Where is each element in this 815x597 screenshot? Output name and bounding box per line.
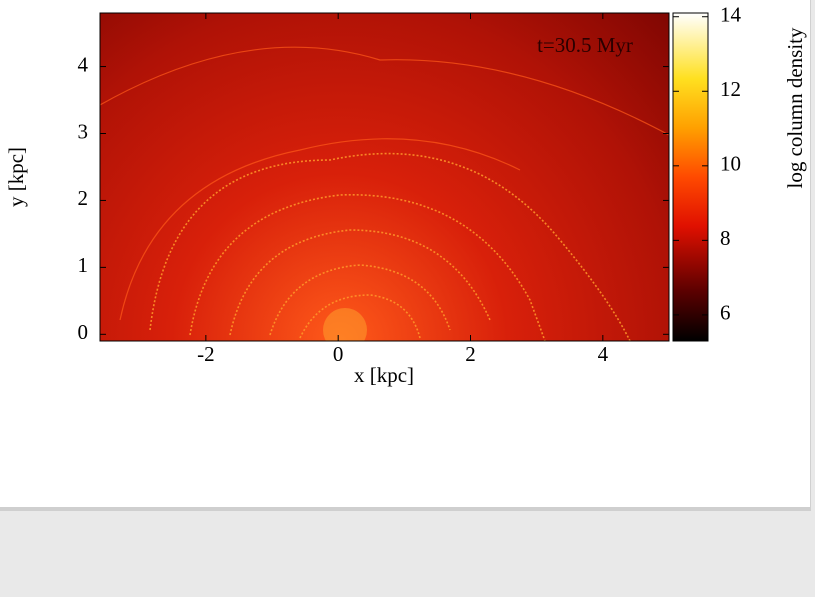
filaments — [100, 46, 669, 341]
y-tick-label: 1 — [78, 253, 89, 277]
plot-frame — [99, 12, 670, 342]
y-tick-label: 0 — [78, 320, 89, 344]
colorbar-label: log column density — [783, 27, 807, 188]
y-tick-label: 4 — [78, 52, 89, 76]
y-tick-label: 3 — [78, 119, 89, 143]
density-map — [100, 13, 669, 341]
x-tick-label: 4 — [598, 342, 609, 366]
x-tick-label: 2 — [465, 342, 476, 366]
x-tick-label: 0 — [333, 342, 344, 366]
annotation: t=30.5 Myr — [537, 33, 633, 57]
x-axis-label: x [kpc] — [354, 363, 414, 387]
colorbar-tick-label: 14 — [720, 3, 742, 27]
colorbar-tick-label: 8 — [720, 226, 731, 250]
colorbar — [672, 12, 709, 342]
colorbar-tick-label: 12 — [720, 77, 741, 101]
colorbar-tick-label: 10 — [720, 152, 741, 176]
y-axis-label: y [kpc] — [4, 147, 28, 207]
x-tick-label: -2 — [197, 342, 215, 366]
colorbar-tick-label: 6 — [720, 301, 731, 325]
y-tick-label: 2 — [78, 186, 89, 210]
